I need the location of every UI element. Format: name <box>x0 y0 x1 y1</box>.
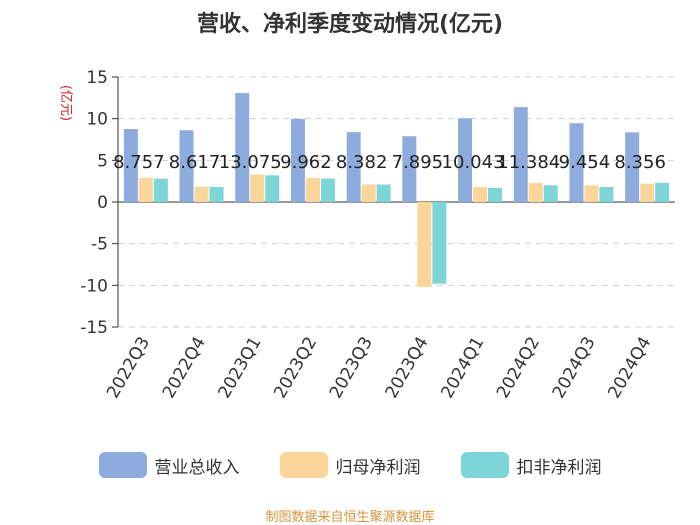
bars <box>123 93 670 287</box>
data-label: 11.384 <box>497 152 560 173</box>
data-label: 13.075 <box>219 152 282 173</box>
legend-item-deducted-profit[interactable]: 扣非净利润 <box>460 452 602 478</box>
bar <box>640 183 655 202</box>
data-label: 8.356 <box>614 152 666 173</box>
bar <box>655 182 670 202</box>
y-tick-label: 10 <box>86 110 108 130</box>
bar <box>209 187 224 202</box>
legend-item-revenue[interactable]: 营业总收入 <box>98 452 240 478</box>
legend: 营业总收入 归母净利润 扣非净利润 <box>0 452 700 478</box>
data-label: 10.043 <box>442 152 505 173</box>
bar <box>458 118 473 202</box>
bar <box>432 202 447 284</box>
legend-swatch-revenue <box>98 452 147 478</box>
data-label: 8.382 <box>336 152 388 173</box>
legend-swatch-deducted-profit <box>460 452 509 478</box>
bar <box>473 187 488 202</box>
bar <box>305 177 320 202</box>
bar <box>138 177 153 202</box>
x-tick-label: 2022Q4 <box>159 334 210 402</box>
bar <box>235 93 250 202</box>
x-tick-label: 2024Q4 <box>604 334 655 402</box>
y-tick-label: 15 <box>86 68 108 88</box>
bar <box>584 185 599 202</box>
x-tick-label: 2024Q3 <box>549 334 600 402</box>
legend-label-revenue: 营业总收入 <box>154 457 240 478</box>
bar <box>543 185 558 202</box>
x-tick-label: 2023Q4 <box>382 334 433 402</box>
bar <box>599 187 614 202</box>
bar <box>290 118 305 202</box>
bar <box>346 132 361 202</box>
bar <box>179 130 194 202</box>
bar <box>569 123 584 202</box>
legend-item-net-profit[interactable]: 归母净利润 <box>279 452 421 478</box>
x-tick-label: 2022Q3 <box>103 334 154 402</box>
x-tick-label: 2023Q1 <box>215 334 266 402</box>
bar <box>625 132 640 202</box>
bar <box>361 184 376 202</box>
y-tick-label: -15 <box>80 318 108 338</box>
bar <box>488 187 503 202</box>
data-label: 7.895 <box>392 152 444 173</box>
source-note: 制图数据来自恒生聚源数据库 <box>265 510 435 525</box>
x-tick-label: 2023Q2 <box>270 334 321 402</box>
bar <box>513 107 528 202</box>
bar <box>320 178 335 202</box>
x-tick-label: 2023Q3 <box>326 334 377 402</box>
bar <box>402 136 417 202</box>
data-label: 9.962 <box>280 152 332 173</box>
bar <box>265 175 280 202</box>
legend-label-net-profit: 归母净利润 <box>335 457 421 478</box>
y-tick-label: 5 <box>97 151 108 171</box>
x-tick-label: 2024Q2 <box>493 334 544 402</box>
bar <box>123 129 138 202</box>
bar <box>194 187 209 202</box>
data-label: 9.454 <box>559 152 611 173</box>
y-tick-label: -10 <box>80 276 108 296</box>
grid-lines <box>118 76 675 328</box>
y-tick-label: -5 <box>91 235 108 255</box>
data-label: 8.617 <box>169 152 221 173</box>
bar <box>417 202 432 287</box>
bar <box>376 184 391 202</box>
chart-title: 营收、净利季度变动情况(亿元) <box>196 12 504 37</box>
bar <box>153 178 168 202</box>
x-tick-label: 2024Q1 <box>437 334 488 402</box>
legend-label-deducted-profit: 扣非净利润 <box>516 457 602 478</box>
y-axis-label: (亿元) <box>58 85 73 121</box>
data-label: 8.757 <box>113 152 165 173</box>
legend-swatch-net-profit <box>279 452 328 478</box>
y-tick-label: 0 <box>97 193 108 213</box>
bar <box>528 182 543 202</box>
bar <box>250 174 265 202</box>
